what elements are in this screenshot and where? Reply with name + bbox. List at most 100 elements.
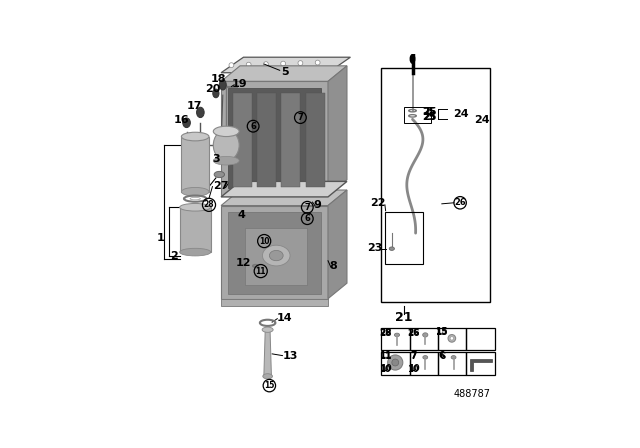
Text: 6: 6 <box>250 122 256 131</box>
Text: 26: 26 <box>408 329 420 338</box>
Bar <box>180 207 211 252</box>
Bar <box>410 328 438 350</box>
Ellipse shape <box>263 374 273 379</box>
Polygon shape <box>245 228 307 285</box>
Polygon shape <box>228 88 321 188</box>
Text: 4: 4 <box>237 210 245 220</box>
Polygon shape <box>221 299 328 306</box>
Circle shape <box>246 62 251 67</box>
Ellipse shape <box>213 156 239 165</box>
Text: 7: 7 <box>305 203 310 212</box>
Bar <box>404 107 431 123</box>
Polygon shape <box>264 330 271 376</box>
Polygon shape <box>282 94 300 186</box>
Text: 13: 13 <box>282 351 298 361</box>
Text: 25: 25 <box>422 107 436 117</box>
Text: 8: 8 <box>330 261 337 271</box>
Text: 28: 28 <box>380 327 392 336</box>
Circle shape <box>264 62 268 66</box>
Text: 15: 15 <box>435 327 448 336</box>
Bar <box>381 328 410 350</box>
Polygon shape <box>221 181 347 197</box>
Polygon shape <box>221 57 351 73</box>
Ellipse shape <box>220 80 226 90</box>
Text: 16: 16 <box>173 115 189 125</box>
Ellipse shape <box>183 118 190 128</box>
Text: 19: 19 <box>231 79 247 89</box>
Polygon shape <box>257 94 276 186</box>
Ellipse shape <box>180 248 211 256</box>
Bar <box>381 352 410 375</box>
Ellipse shape <box>262 327 273 332</box>
Polygon shape <box>305 94 324 186</box>
Polygon shape <box>233 94 252 186</box>
Polygon shape <box>228 212 321 293</box>
Text: 7: 7 <box>410 351 417 360</box>
Text: 22: 22 <box>371 198 386 208</box>
Bar <box>381 68 490 302</box>
Text: 25: 25 <box>423 112 436 122</box>
Text: 7: 7 <box>411 352 417 361</box>
Ellipse shape <box>451 356 456 359</box>
Ellipse shape <box>180 203 211 211</box>
Text: 23: 23 <box>367 243 383 253</box>
Text: 25: 25 <box>422 112 436 122</box>
Text: 11: 11 <box>255 267 266 276</box>
Text: 10: 10 <box>408 364 420 373</box>
Polygon shape <box>328 190 347 299</box>
Text: 7: 7 <box>298 113 303 122</box>
Text: 26: 26 <box>408 327 420 336</box>
Bar <box>385 212 423 264</box>
Polygon shape <box>328 66 347 195</box>
Text: 6: 6 <box>439 352 445 361</box>
Ellipse shape <box>394 333 399 336</box>
Text: 25: 25 <box>423 107 436 117</box>
Polygon shape <box>221 206 328 299</box>
Text: 28: 28 <box>380 329 392 338</box>
Ellipse shape <box>410 55 415 63</box>
Ellipse shape <box>212 89 219 98</box>
Text: 14: 14 <box>277 313 292 323</box>
Ellipse shape <box>181 187 209 196</box>
Text: 20: 20 <box>205 84 220 94</box>
Text: 28: 28 <box>204 200 214 209</box>
Bar <box>467 352 495 375</box>
Text: 2: 2 <box>171 250 179 261</box>
Bar <box>438 328 467 350</box>
Circle shape <box>316 60 320 65</box>
Text: 17: 17 <box>187 101 202 111</box>
Text: 11: 11 <box>380 352 392 361</box>
Circle shape <box>298 60 303 65</box>
Circle shape <box>281 61 285 66</box>
Ellipse shape <box>269 250 283 261</box>
Bar <box>410 352 438 375</box>
Circle shape <box>229 63 234 68</box>
Text: 26: 26 <box>454 198 466 207</box>
Text: 488787: 488787 <box>454 388 491 399</box>
Text: 21: 21 <box>395 311 413 324</box>
Text: 10: 10 <box>379 365 391 374</box>
Text: 9: 9 <box>314 200 321 210</box>
Ellipse shape <box>450 336 454 340</box>
Ellipse shape <box>181 132 209 141</box>
Text: 10: 10 <box>380 364 392 373</box>
Ellipse shape <box>213 126 239 137</box>
Text: 27: 27 <box>213 181 229 191</box>
Ellipse shape <box>214 172 225 177</box>
Circle shape <box>392 359 399 366</box>
Text: 11: 11 <box>379 351 391 360</box>
Ellipse shape <box>196 107 204 117</box>
Ellipse shape <box>448 335 456 342</box>
Bar <box>181 137 209 192</box>
Text: 10: 10 <box>259 237 269 246</box>
Ellipse shape <box>213 129 239 161</box>
Text: 18: 18 <box>211 74 226 84</box>
Text: 6: 6 <box>438 351 445 360</box>
Text: 24: 24 <box>453 109 468 119</box>
Ellipse shape <box>423 356 428 359</box>
Ellipse shape <box>190 198 200 200</box>
Polygon shape <box>221 66 347 82</box>
Ellipse shape <box>262 245 290 266</box>
Text: 3: 3 <box>212 154 220 164</box>
Ellipse shape <box>389 247 394 250</box>
